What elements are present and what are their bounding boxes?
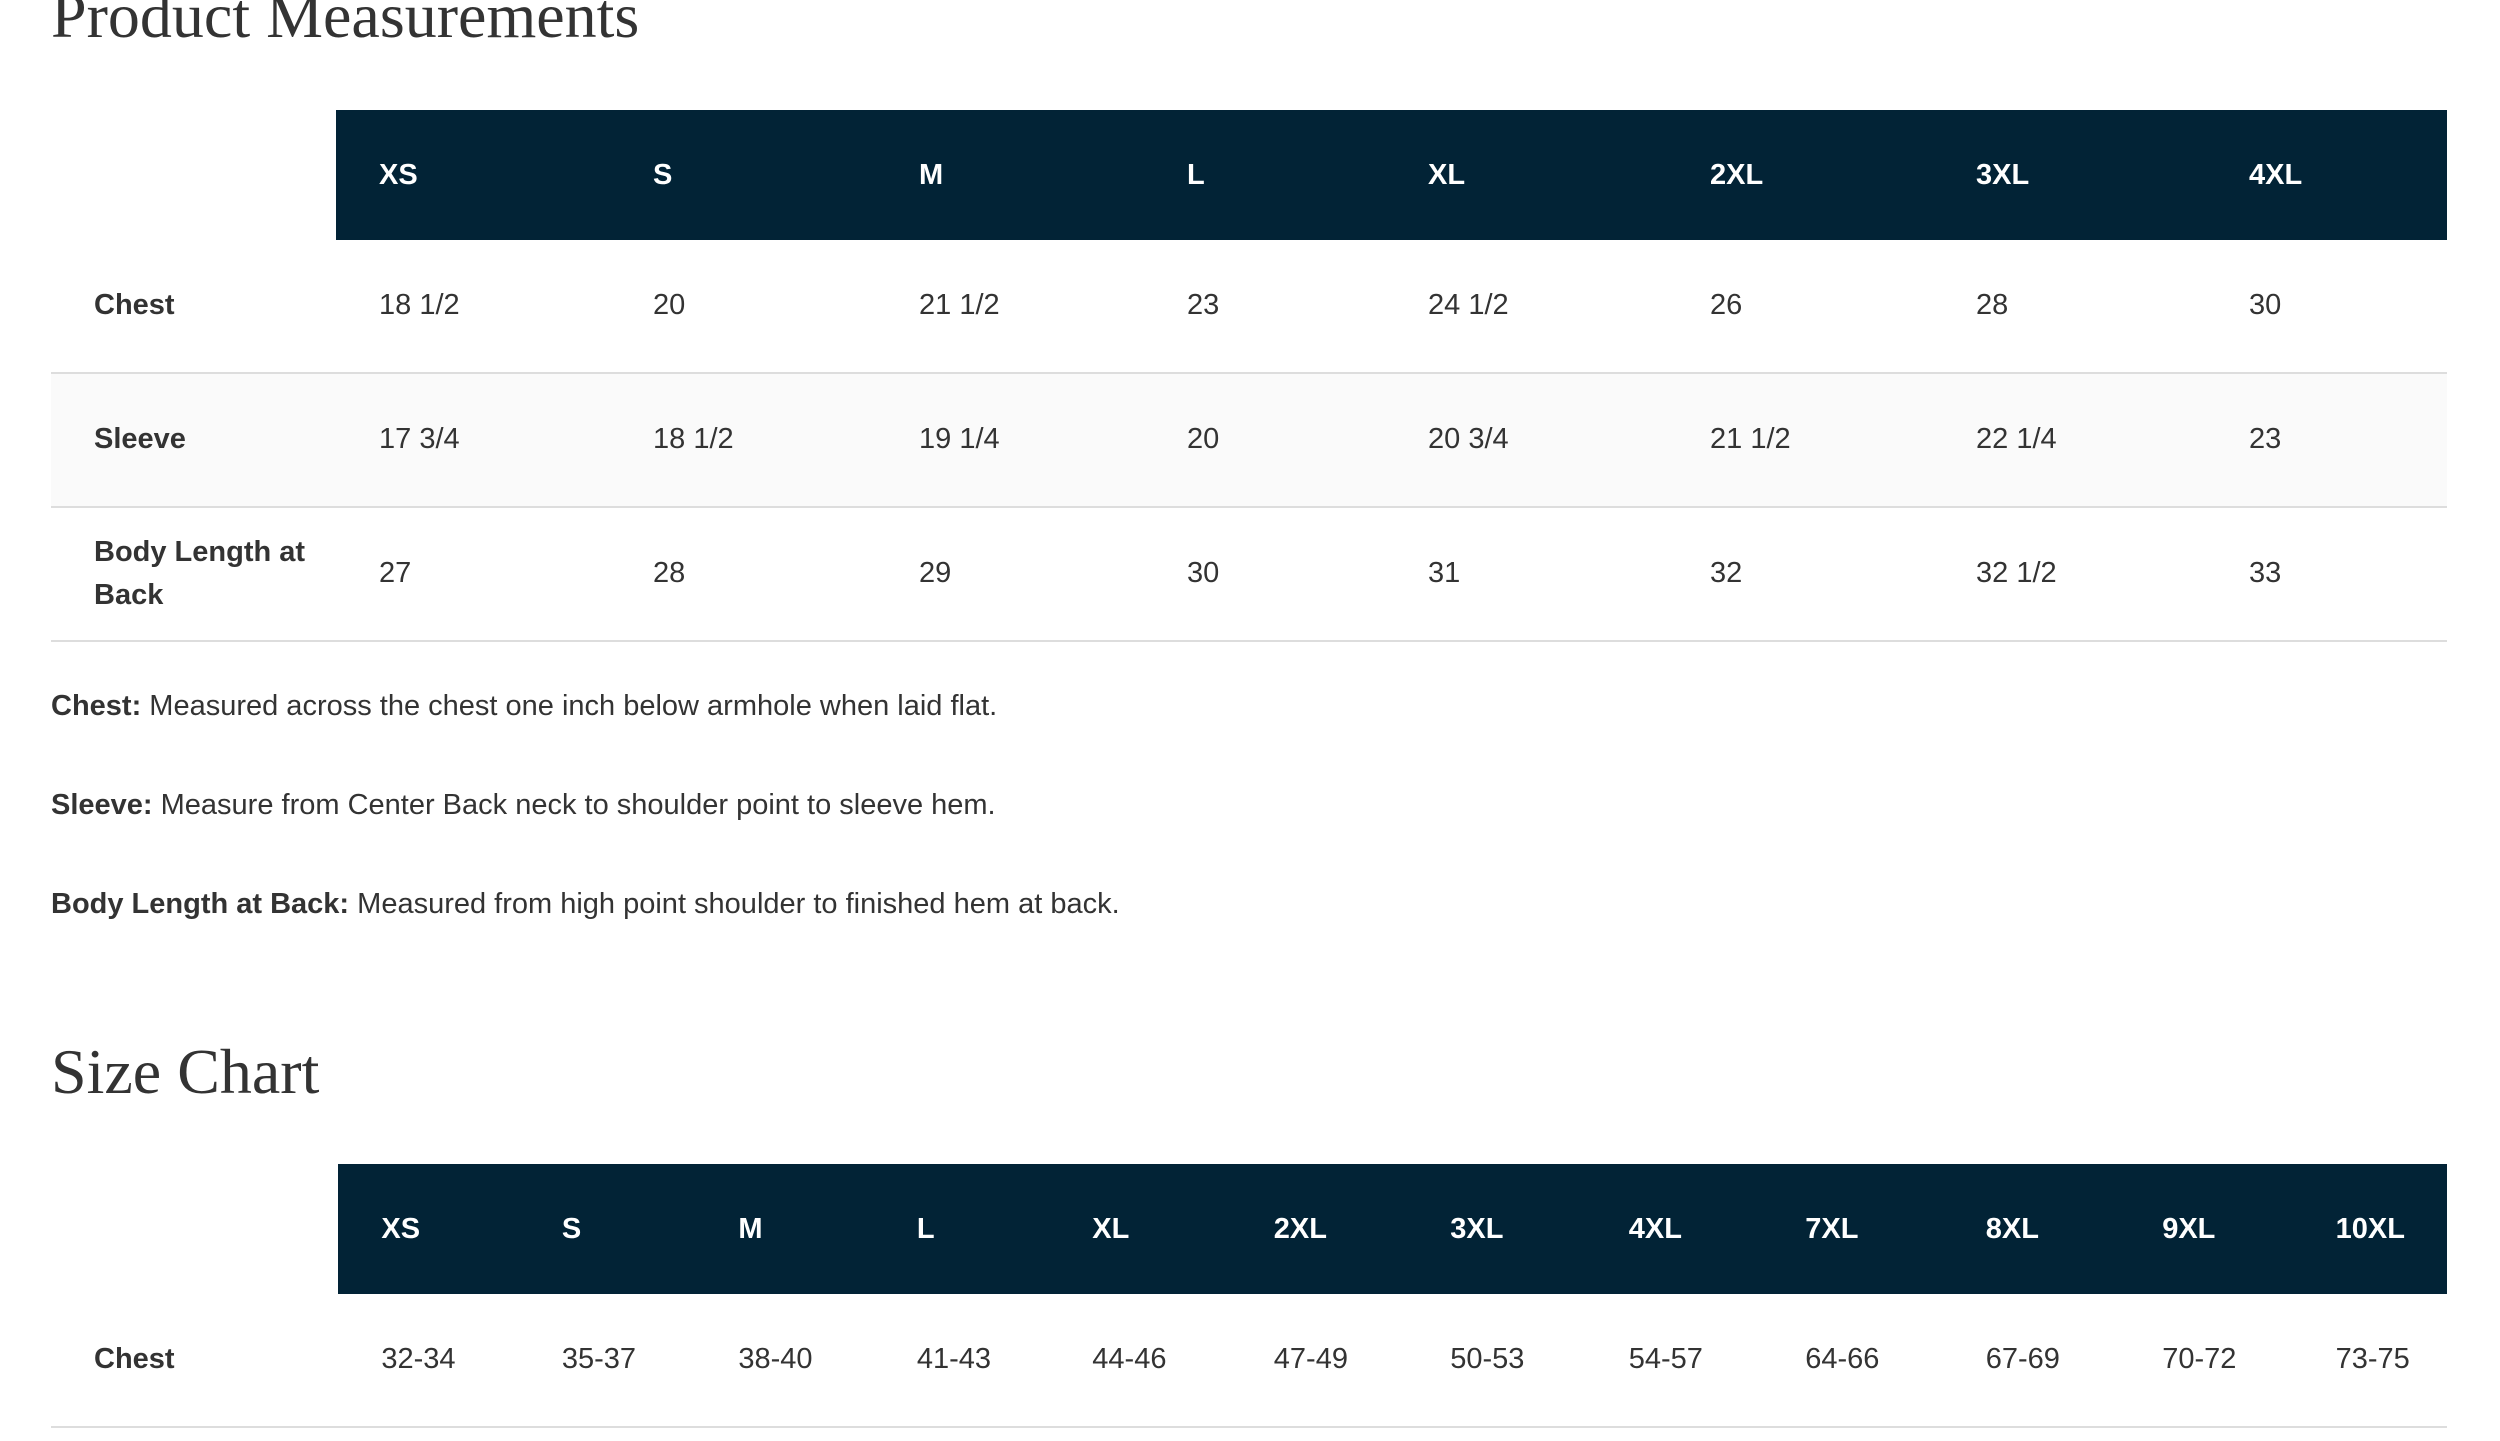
- table-head: XS S M L XL 2XL 3XL 4XL: [51, 110, 2447, 240]
- measurement-cell: 73-75: [2292, 1294, 2447, 1428]
- size-chart-table: XS S M L XL 2XL 3XL 4XL 7XL 8XL 9XL 10XL Chest 32-34 3…: [51, 1164, 2447, 1428]
- measurement-cell: 21 1/2: [876, 240, 1144, 374]
- measurement-cell: 32: [1667, 507, 1933, 642]
- size-header: 3XL: [1933, 110, 2206, 240]
- measurement-cell: 18 1/2: [610, 373, 876, 508]
- data-row: Body Length at Back 27 28 29 30 31 32 32 1/2 33: [51, 507, 2447, 642]
- header-row: XS S M L XL 2XL 3XL 4XL 7XL 8XL 9XL 10XL: [51, 1164, 2447, 1294]
- measurement-cell: 28: [1933, 240, 2206, 374]
- row-label: Chest: [51, 240, 336, 374]
- note-text: Measured from high point shoulder to fin…: [357, 888, 1120, 920]
- measurement-cell: 20 3/4: [1385, 373, 1667, 508]
- size-header: 9XL: [2119, 1164, 2293, 1294]
- note-text: Measured across the chest one inch below…: [149, 690, 998, 722]
- measurement-cell: 54-57: [1585, 1294, 1763, 1428]
- row-label: Body Length at Back: [51, 507, 336, 642]
- data-row: Chest 18 1/2 20 21 1/2 23 24 1/2 26 28 30: [51, 240, 2447, 374]
- measurement-cell: 27: [336, 507, 610, 642]
- measurement-cell: 38-40: [695, 1294, 874, 1428]
- measurement-cell: 30: [2206, 240, 2447, 374]
- size-header: 7XL: [1762, 1164, 1943, 1294]
- size-header: XS: [336, 110, 610, 240]
- note-term: Body Length at Back:: [51, 888, 350, 920]
- measurement-cell: 31: [1385, 507, 1667, 642]
- size-header: 2XL: [1230, 1164, 1408, 1294]
- size-header: XL: [1385, 110, 1667, 240]
- measurement-cell: 32-34: [338, 1294, 519, 1428]
- header-row: XS S M L XL 2XL 3XL 4XL: [51, 110, 2447, 240]
- corner-cell: [51, 110, 336, 240]
- size-header: 10XL: [2292, 1164, 2447, 1294]
- measurements-table: XS S M L XL 2XL 3XL 4XL Chest 18 1/2 20 21 1/2 23 24 …: [51, 110, 2447, 642]
- note-text: Measure from Center Back neck to shoulde…: [160, 789, 996, 821]
- size-header: L: [873, 1164, 1050, 1294]
- measurement-cell: 44-46: [1049, 1294, 1231, 1428]
- measurement-cell: 23: [2206, 373, 2447, 508]
- measurement-cell: 64-66: [1762, 1294, 1943, 1428]
- table-body: Chest 32-34 35-37 38-40 41-43 44-46 47-49 50-53…: [51, 1294, 2447, 1428]
- measurement-cell: 29: [876, 507, 1144, 642]
- data-row: Chest 32-34 35-37 38-40 41-43 44-46 47-49 50-53…: [51, 1294, 2447, 1428]
- size-header: M: [695, 1164, 874, 1294]
- note: Sleeve: Measure from Center Back neck to…: [51, 791, 996, 820]
- size-header: M: [876, 110, 1144, 240]
- data-row: Sleeve 17 3/4 18 1/2 19 1/4 20 20 3/4 21 1/2 22…: [51, 373, 2447, 508]
- size-header: L: [1144, 110, 1385, 240]
- row-label: Sleeve: [51, 373, 336, 508]
- measurement-cell: 28: [610, 507, 876, 642]
- note: Chest: Measured across the chest one inc…: [51, 692, 997, 721]
- measurement-cell: 35-37: [518, 1294, 696, 1428]
- measurement-cell: 30: [1144, 507, 1385, 642]
- measurement-cell: 47-49: [1230, 1294, 1408, 1428]
- size-header: XL: [1049, 1164, 1231, 1294]
- measurement-cell: 23: [1144, 240, 1385, 374]
- size-header: 4XL: [1585, 1164, 1763, 1294]
- corner-cell: [51, 1164, 338, 1294]
- row-label: Chest: [51, 1294, 339, 1428]
- measurement-cell: 19 1/4: [876, 373, 1144, 508]
- size-header: 4XL: [2206, 110, 2447, 240]
- note-term: Sleeve:: [51, 789, 153, 821]
- size-header: 3XL: [1407, 1164, 1586, 1294]
- measurement-cell: 22 1/4: [1933, 373, 2206, 508]
- measurement-cell: 17 3/4: [336, 373, 610, 508]
- measurement-cell: 26: [1667, 240, 1933, 374]
- size-header: S: [610, 110, 876, 240]
- measurement-cell: 21 1/2: [1667, 373, 1933, 508]
- size-header: XS: [338, 1164, 519, 1294]
- size-header: S: [518, 1164, 696, 1294]
- measurement-cell: 20: [1144, 373, 1385, 508]
- measurement-cell: 70-72: [2119, 1294, 2293, 1428]
- section-title: Size Chart: [51, 1036, 320, 1107]
- size-header: 8XL: [1942, 1164, 2120, 1294]
- measurement-cell: 67-69: [1942, 1294, 2120, 1428]
- size-header: 2XL: [1667, 110, 1933, 240]
- measurement-cell: 50-53: [1407, 1294, 1586, 1428]
- note: Body Length at Back: Measured from high …: [51, 890, 1120, 919]
- table-head: XS S M L XL 2XL 3XL 4XL 7XL 8XL 9XL 10XL: [51, 1164, 2447, 1294]
- table-body: Chest 18 1/2 20 21 1/2 23 24 1/2 26 28 30 Sleeve 1…: [51, 240, 2447, 642]
- measurement-cell: 24 1/2: [1385, 240, 1667, 374]
- note-term: Chest:: [51, 690, 142, 722]
- measurement-cell: 20: [610, 240, 876, 374]
- measurement-cell: 18 1/2: [336, 240, 610, 374]
- measurement-cell: 41-43: [873, 1294, 1050, 1428]
- measurement-cell: 33: [2206, 507, 2447, 642]
- measurement-cell: 32 1/2: [1933, 507, 2206, 642]
- section-title: Product Measurements: [51, 0, 640, 51]
